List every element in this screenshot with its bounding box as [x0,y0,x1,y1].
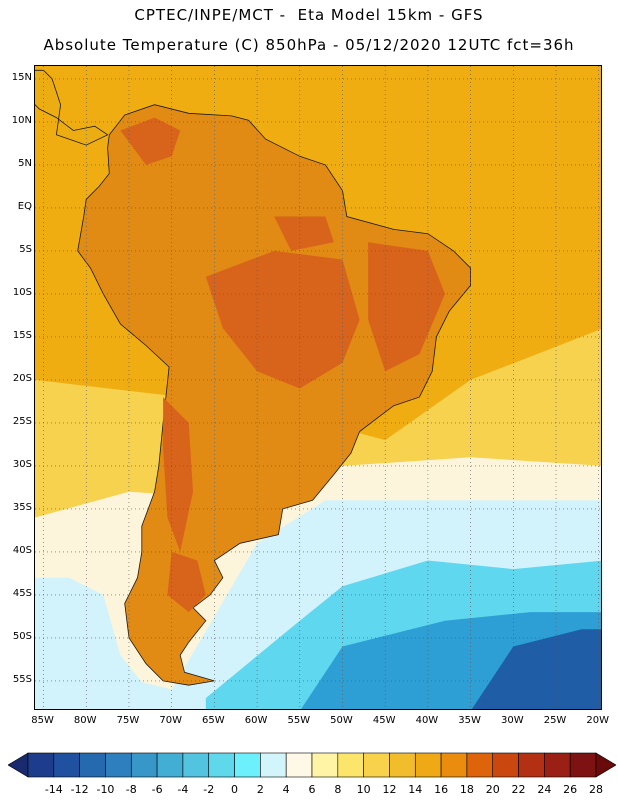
longitude-label: 50W [330,715,353,726]
longitude-label: 25W [543,715,567,726]
colorbar-tick-label: -4 [177,783,189,796]
colorbar-swatch [182,752,210,778]
colorbar-swatch [518,752,545,778]
colorbar-tick-label: 20 [485,783,500,796]
colorbar-swatch [414,752,442,778]
colorbar-high-arrow [595,752,616,778]
colorbar-swatch [569,752,597,778]
colorbar-tick-label: 24 [537,783,552,796]
andes-hot-region [163,397,193,552]
patagonia-hot-region [167,551,206,613]
latitude-label: 15S [12,329,32,341]
colorbar-swatch [285,752,313,778]
latitude-label: 5S [19,243,32,255]
colorbar-swatch [363,752,390,778]
colorbar-swatch [337,752,364,778]
colorbar-swatch [466,752,494,778]
latitude-label: 55S [12,673,32,685]
latitude-label: 50S [12,630,32,642]
latitude-label: 5N [18,157,32,169]
latitude-label: 10N [11,114,32,126]
interior-hot-region [205,250,360,389]
colorbar-swatch [544,752,571,778]
northeast-hot-region [368,242,445,372]
longitude-label: 80W [73,715,97,726]
latitude-label: 30S [12,458,32,470]
colorbar-swatch [389,752,416,778]
latitude-label: EQ [17,200,32,212]
longitude-label: 45W [372,715,396,726]
longitude-label: 75W [116,715,140,726]
colorbar-tick-label: 14 [408,783,423,796]
longitude-label: 35W [458,715,481,726]
latitude-label: 10S [12,286,32,298]
colorbar-tick-label: 28 [589,783,603,796]
colorbar-tick-label: 0 [231,783,239,796]
latitude-label: 25S [12,415,32,427]
longitude-label: 55W [287,715,311,726]
colorbar-swatch [260,752,287,778]
colorbar-tick-label: 22 [511,783,526,796]
colorbar-tick-label: 18 [459,783,474,796]
colorbar-tick-label: -10 [96,783,115,796]
latitude-label: 40S [12,544,32,556]
colorbar-swatch [105,752,132,778]
colorbar-swatch [79,752,106,778]
colorbar-tick-label: 16 [434,783,449,796]
colorbar-tick-label: 8 [334,783,342,796]
chart-subtitle: Absolute Temperature (C) 850hPa - 05/12/… [43,36,575,54]
colorbar-swatch [311,752,339,778]
latitude-label: 45S [12,587,32,599]
longitude-label: 40W [415,715,439,726]
north-hot-region [120,117,181,165]
colorbar-tick-label: -12 [70,783,89,796]
ocean-coldest [471,629,601,709]
colorbar-swatch [27,752,55,778]
colorbar-tick-label: 4 [282,783,290,796]
colorbar-tick-label: -6 [151,783,163,796]
longitude-label: 70W [159,715,182,726]
longitude-label: 60W [244,715,268,726]
colorbar-tick-label: 10 [356,783,371,796]
temperature-map [35,66,601,709]
colorbar-tick-label: 26 [563,783,578,796]
colorbar-swatch [492,752,519,778]
colorbar-swatch [208,752,235,778]
color-legend [8,752,616,778]
colorbar-swatch [234,752,261,778]
latitude-label: 20S [12,372,32,384]
longitude-label: 85W [31,715,54,726]
latitude-label: 15N [11,71,32,83]
map-panel [34,65,602,710]
colorbar-swatch [130,752,158,778]
colorbar-tick-label: 2 [256,783,264,796]
chart-title: CPTEC/INPE/MCT - Eta Model 15km - GFS [134,6,484,24]
colorbar-swatch [156,752,184,778]
longitude-label: 20W [586,715,610,726]
colorbar-tick-label: -8 [125,783,137,796]
colorbar-swatch [53,752,80,778]
amazon-hot-region [274,216,334,251]
colorbar-swatch [440,752,468,778]
central-america-land [35,69,109,146]
colorbar-tick-label: -14 [44,783,63,796]
longitude-label: 65W [202,715,225,726]
colorbar-tick-label: 6 [308,783,316,796]
colorbar-tick-label: 12 [382,783,397,796]
colorbar-tick-label: -2 [203,783,215,796]
colorbar-low-arrow [8,752,29,778]
latitude-label: 35S [12,501,32,513]
ocean-cool-pacific [35,577,155,709]
longitude-label: 30W [501,715,524,726]
